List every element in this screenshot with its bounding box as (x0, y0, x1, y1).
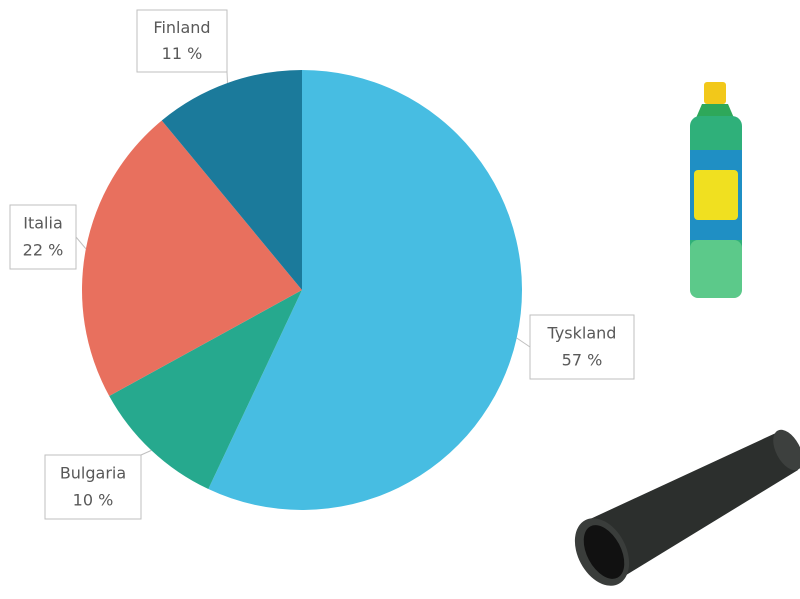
leader-line (76, 237, 86, 249)
leader-line (141, 450, 151, 455)
value-label: 11 % (162, 44, 203, 63)
pie (82, 70, 522, 510)
leader-line (517, 338, 530, 347)
value-label: 22 % (23, 241, 64, 260)
chart: Tyskland 57 % Bulgaria 10 % Italia 22 % Finlan… (0, 0, 800, 599)
bottle-image (690, 82, 742, 298)
category-label: Italia (23, 214, 63, 233)
value-label: 10 % (73, 491, 114, 510)
pipe-image (564, 425, 800, 595)
value-label: 57 % (562, 351, 603, 370)
category-label: Tyskland (547, 324, 617, 343)
category-label: Finland (153, 18, 210, 37)
category-label: Bulgaria (60, 464, 126, 483)
